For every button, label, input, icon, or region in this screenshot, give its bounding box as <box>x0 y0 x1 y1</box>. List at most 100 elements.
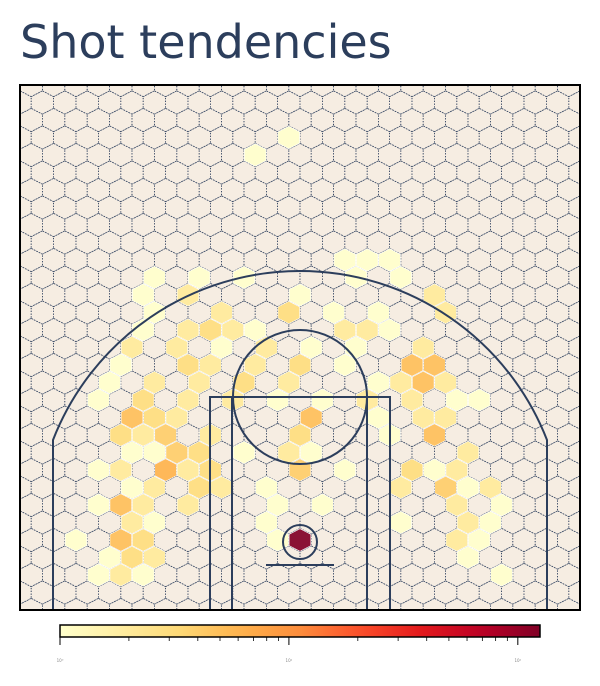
hex-cell <box>591 371 600 394</box>
hex-cell <box>422 142 446 168</box>
hex-cell <box>512 492 536 518</box>
hex-cell <box>64 597 88 610</box>
hex-cell <box>254 195 278 220</box>
hex-cell <box>120 370 144 395</box>
hex-cell <box>591 546 600 569</box>
hex-cell <box>0 616 9 639</box>
hex-cell <box>322 125 346 150</box>
hex-cell <box>53 125 77 150</box>
hex-cell <box>579 568 580 582</box>
hex-bin <box>255 510 278 535</box>
hex-cell <box>478 300 502 325</box>
hex-bin <box>277 125 300 150</box>
hex-cell <box>64 212 88 238</box>
hex-cell <box>165 370 189 395</box>
hex-cell <box>322 90 346 115</box>
hex-cell <box>366 510 390 535</box>
hex-cell <box>568 300 580 325</box>
hex-cell <box>557 317 580 343</box>
hex-cell <box>98 440 122 465</box>
hex-cell <box>512 352 536 378</box>
hex-cell <box>557 492 580 518</box>
hex-bin <box>120 510 144 535</box>
hex-cell <box>557 282 580 308</box>
hex-cell <box>131 597 155 610</box>
hex-cell <box>434 545 458 570</box>
hex-cell <box>20 85 21 92</box>
hex-cell <box>176 177 200 203</box>
hex-cell <box>479 56 501 79</box>
hex-cell <box>53 300 77 325</box>
hex-bin <box>490 563 513 587</box>
hex-cell <box>478 440 502 465</box>
hex-cell <box>512 142 536 168</box>
hex-bin <box>109 458 132 482</box>
hex-cell <box>389 580 413 605</box>
hex-cell <box>176 562 200 588</box>
hex-cell <box>512 562 536 588</box>
hex-cell <box>131 352 155 378</box>
hex-cell <box>42 177 66 203</box>
hex-cell <box>165 510 189 535</box>
hex-cell <box>75 475 99 500</box>
hex-cell <box>266 282 290 308</box>
hex-cell <box>534 352 558 378</box>
hex-cell <box>165 300 189 325</box>
hex-cell <box>591 511 600 534</box>
hex-cell <box>523 510 547 535</box>
hex-bin <box>255 475 278 500</box>
hex-cell <box>154 247 178 273</box>
hex-bin <box>367 370 390 395</box>
hex-bin <box>176 458 200 482</box>
hex-cell <box>534 177 558 203</box>
hex-bin <box>210 300 233 325</box>
hex-cell <box>64 317 88 343</box>
hex-cell <box>322 405 346 430</box>
hex-cell <box>299 300 323 325</box>
hex-cell <box>310 282 334 308</box>
hex-cell <box>187 545 211 570</box>
hex-cell <box>20 457 43 483</box>
hex-cell <box>221 107 245 133</box>
hex-cell <box>64 562 88 588</box>
hex-cell <box>568 545 580 570</box>
hex-bin <box>210 335 233 360</box>
hex-cell <box>20 510 32 535</box>
hex-cell <box>333 597 357 610</box>
hex-cell <box>187 160 211 185</box>
hex-cell <box>75 160 99 185</box>
hex-cell <box>154 107 178 133</box>
hex-cell <box>400 177 424 203</box>
hex-cell <box>568 405 580 430</box>
colorbar: 10⁰ 10¹ 10² <box>57 624 541 663</box>
hex-cell <box>422 85 446 98</box>
hex-cell <box>20 160 32 185</box>
hex-cell <box>98 230 122 255</box>
hex-cell <box>299 125 323 150</box>
hex-cell <box>42 107 66 133</box>
hex-bin <box>120 475 144 500</box>
hex-cell <box>512 282 536 308</box>
hex-cell <box>478 265 502 290</box>
hex-cell <box>478 580 502 605</box>
hex-cell <box>176 107 200 133</box>
hex-cell <box>75 125 99 150</box>
hex-cell <box>0 91 9 114</box>
hex-cell <box>86 85 110 98</box>
hex-cell <box>400 107 424 133</box>
hex-cell <box>400 562 424 588</box>
hex-cell <box>109 282 133 308</box>
hex-cell <box>210 440 234 465</box>
hex-cell <box>490 282 514 308</box>
hex-cell <box>277 510 301 535</box>
hex-bin <box>109 563 132 587</box>
hex-cell <box>64 352 88 378</box>
hex-cell <box>64 142 88 168</box>
hex-cell <box>501 160 525 185</box>
hex-cell <box>53 265 77 290</box>
hex-cell <box>277 160 301 185</box>
hex-cell <box>232 475 256 500</box>
hex-cell <box>64 422 88 448</box>
hex-cell <box>434 335 458 360</box>
